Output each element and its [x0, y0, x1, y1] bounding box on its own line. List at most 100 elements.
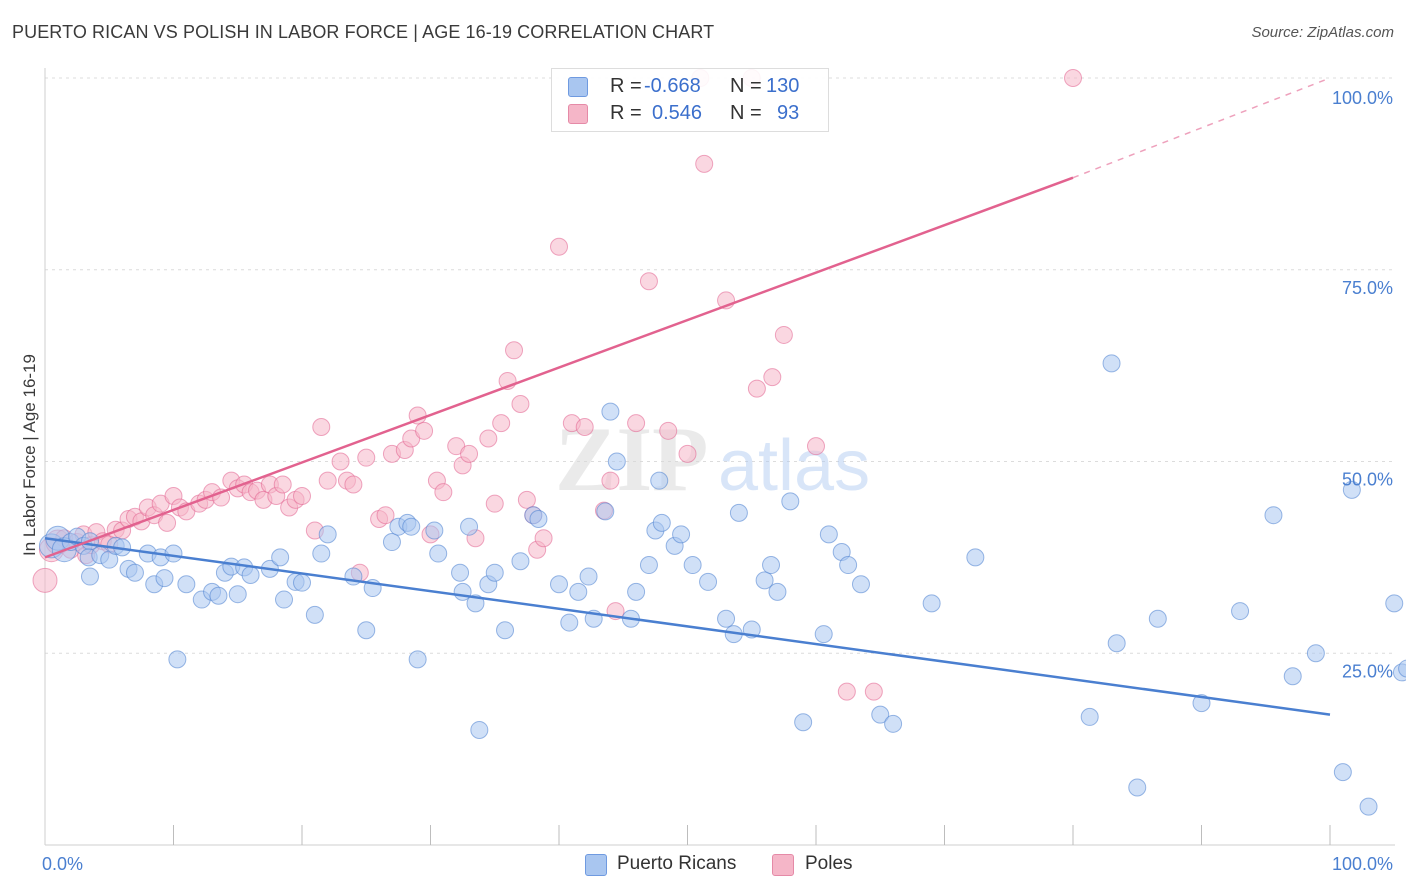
puerto-rican-point [529, 510, 548, 529]
stats-legend: R = -0.668 N = 130 R = 0.546 N = 93 [551, 68, 829, 132]
puerto-rican-point [357, 621, 376, 640]
puerto-rican-point [683, 556, 702, 575]
puerto-rican-point [560, 613, 579, 632]
puerto-rican-point [485, 563, 504, 582]
puerto-rican-point [639, 556, 658, 575]
pole-point [864, 682, 883, 701]
puerto-rican-point [125, 563, 144, 582]
pole-point [807, 437, 825, 456]
puerto-rican-point [164, 544, 183, 563]
pole-point [837, 682, 856, 701]
legend-n-value: 130 [766, 75, 800, 97]
puerto-rican-point [318, 525, 337, 544]
axes [44, 68, 1395, 846]
legend-swatch-pink [568, 104, 588, 124]
pole-point [32, 567, 58, 593]
puerto-rican-point [1107, 634, 1126, 653]
puerto-rican-point [1148, 609, 1167, 628]
y-tick-labels: 25.0% 50.0% 75.0% 100.0% [1332, 88, 1393, 681]
puerto-rican-point [755, 571, 774, 590]
trend-lines [44, 77, 1331, 716]
puerto-rican-point [1306, 644, 1325, 663]
puerto-rican-point [966, 548, 985, 567]
puerto-rican-point [1231, 602, 1250, 621]
y-tick-label: 100.0% [1332, 88, 1393, 108]
puerto-rican-point [814, 625, 833, 644]
x-tick-label: 0.0% [42, 854, 83, 874]
puerto-rican-point [550, 575, 568, 594]
puerto-rican-point [155, 569, 174, 588]
puerto-rican-point [177, 575, 196, 594]
puerto-rican-point [382, 533, 401, 552]
puerto-rican-point [293, 573, 311, 592]
legend-swatch-blue [568, 77, 588, 97]
poles-trend-line [44, 176, 1074, 559]
puerto-rican-point [652, 513, 671, 532]
puerto-rican-point [1264, 506, 1283, 525]
puerto-rican-point [1080, 707, 1099, 726]
puerto-rican-point [425, 521, 444, 540]
pole-point [550, 237, 568, 256]
pole-point [601, 471, 620, 490]
puerto-rican-point [1342, 480, 1361, 499]
legend-n-label: N = [730, 102, 762, 124]
puerto-rican-point [1398, 659, 1406, 678]
legend-n-value: 93 [777, 102, 800, 124]
puerto-rican-point [699, 572, 718, 591]
puerto-rican-point [1385, 594, 1404, 613]
pole-point [312, 417, 331, 436]
legend-r-label: R = [610, 75, 642, 97]
pole-point [318, 471, 337, 490]
legend-label-puerto-ricans: Puerto Ricans [617, 853, 737, 874]
puerto-rican-point [80, 567, 99, 586]
watermark: ZIP atlas [555, 408, 870, 510]
puerto-rican-point [794, 713, 813, 732]
pole-point [492, 414, 511, 433]
puerto-rican-point [1102, 354, 1121, 373]
puerto-rican-point [596, 502, 615, 521]
puerto-rican-point [429, 544, 448, 563]
pole-point [627, 414, 646, 433]
pole-point [344, 475, 363, 494]
y-tick-label: 75.0% [1342, 278, 1393, 298]
puerto-rican-point [922, 594, 941, 613]
legend-n-label: N = [730, 75, 762, 97]
legend-r-label: R = [610, 102, 642, 124]
y-tick-label: 50.0% [1342, 470, 1393, 490]
poles-trend-extension [1072, 77, 1331, 179]
puerto-rican-point [451, 563, 470, 582]
puerto-rican-point [871, 705, 890, 724]
pole-point [511, 394, 530, 413]
pole-point [331, 452, 350, 471]
puerto-rican-point [1128, 778, 1147, 797]
puerto-rican-point [511, 552, 530, 571]
puerto-rican-point [275, 590, 294, 609]
puerto-rican-point [650, 471, 669, 490]
source-credit: Source: ZipAtlas.com [1251, 24, 1394, 41]
puerto-rican-point [1283, 667, 1302, 686]
x-tick-labels: 0.0% 100.0% [42, 854, 1393, 874]
puerto-rican-point [312, 544, 331, 563]
pole-point [575, 417, 594, 436]
puerto-rican-point [466, 594, 485, 613]
pole-point [158, 513, 177, 532]
puerto-rican-point [781, 492, 800, 511]
pole-point [1064, 69, 1082, 87]
puerto-rican-point [672, 525, 691, 544]
pole-point [376, 506, 395, 525]
puerto-rican-point [1333, 763, 1352, 782]
pole-point [434, 483, 453, 502]
puerto-rican-point [241, 566, 260, 585]
puerto-rican-point [717, 609, 736, 628]
puerto-rican-point [168, 650, 187, 669]
legend-r-value: 0.546 [652, 102, 703, 124]
pole-point [747, 379, 766, 398]
chart-title: PUERTO RICAN VS POLISH IN LABOR FORCE | … [12, 22, 715, 42]
puerto-rican-point [305, 605, 324, 624]
puerto-rican-point [607, 452, 626, 471]
puerto-rican-point [884, 714, 903, 733]
y-tick-label: 25.0% [1342, 661, 1393, 681]
puerto-rican-point [408, 650, 427, 669]
puerto-rican-point [470, 720, 489, 739]
